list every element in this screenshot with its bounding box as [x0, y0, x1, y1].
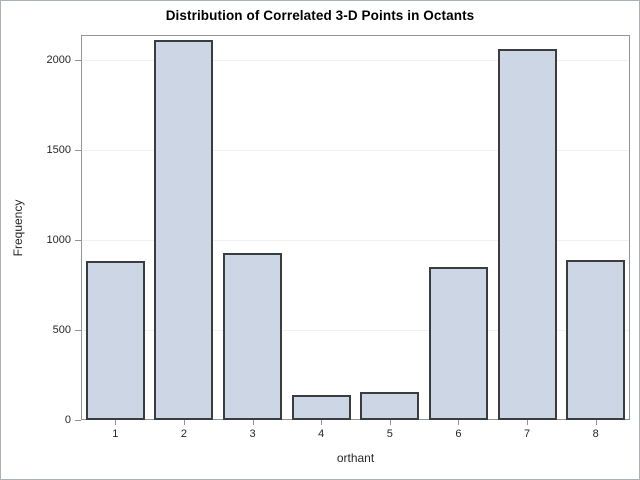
y-tick-mark-0	[75, 420, 81, 421]
y-tick-label-1500: 1500	[46, 144, 71, 156]
x-tick-label-6: 6	[455, 428, 462, 440]
x-tick-mark-7	[527, 420, 529, 425]
x-tick-mark-5	[389, 420, 391, 425]
x-tick-mark-4	[321, 420, 323, 425]
bar-octant-3	[223, 253, 283, 420]
gridline-2000	[82, 60, 629, 61]
y-tick-label-0: 0	[64, 414, 71, 426]
y-tick-label-2000: 2000	[46, 54, 71, 66]
bar-octant-6	[428, 267, 488, 420]
x-tick-mark-1	[115, 420, 117, 425]
x-tick-label-4: 4	[318, 428, 325, 440]
y-tick-mark-2000	[75, 60, 81, 61]
x-tick-mark-3	[252, 420, 254, 425]
y-tick-label-500: 500	[52, 324, 71, 336]
bar-octant-1	[85, 261, 145, 420]
x-tick-label-5: 5	[386, 428, 393, 440]
y-axis-title: Frequency	[11, 199, 25, 257]
x-tick-label-8: 8	[592, 428, 599, 440]
chart-title: Distribution of Correlated 3-D Points in…	[165, 8, 475, 23]
y-tick-mark-500	[75, 330, 81, 331]
x-tick-label-7: 7	[524, 428, 531, 440]
gridline-500	[82, 330, 629, 331]
x-tick-mark-6	[458, 420, 460, 425]
x-axis-title: orthant	[336, 451, 375, 465]
bar-octant-2	[154, 40, 214, 420]
gridline-1500	[82, 150, 629, 151]
y-tick-mark-1000	[75, 240, 81, 241]
x-tick-label-1: 1	[112, 428, 119, 440]
x-tick-mark-2	[183, 420, 185, 425]
x-tick-label-2: 2	[180, 428, 187, 440]
x-tick-label-3: 3	[249, 428, 256, 440]
bar-octant-4	[291, 395, 351, 420]
bar-octant-8	[566, 260, 626, 420]
gridline-1000	[82, 240, 629, 241]
y-tick-label-1000: 1000	[46, 234, 71, 246]
bar-octant-7	[497, 49, 557, 420]
bar-octant-5	[360, 392, 420, 420]
y-tick-mark-1500	[75, 150, 81, 151]
x-tick-mark-8	[595, 420, 597, 425]
